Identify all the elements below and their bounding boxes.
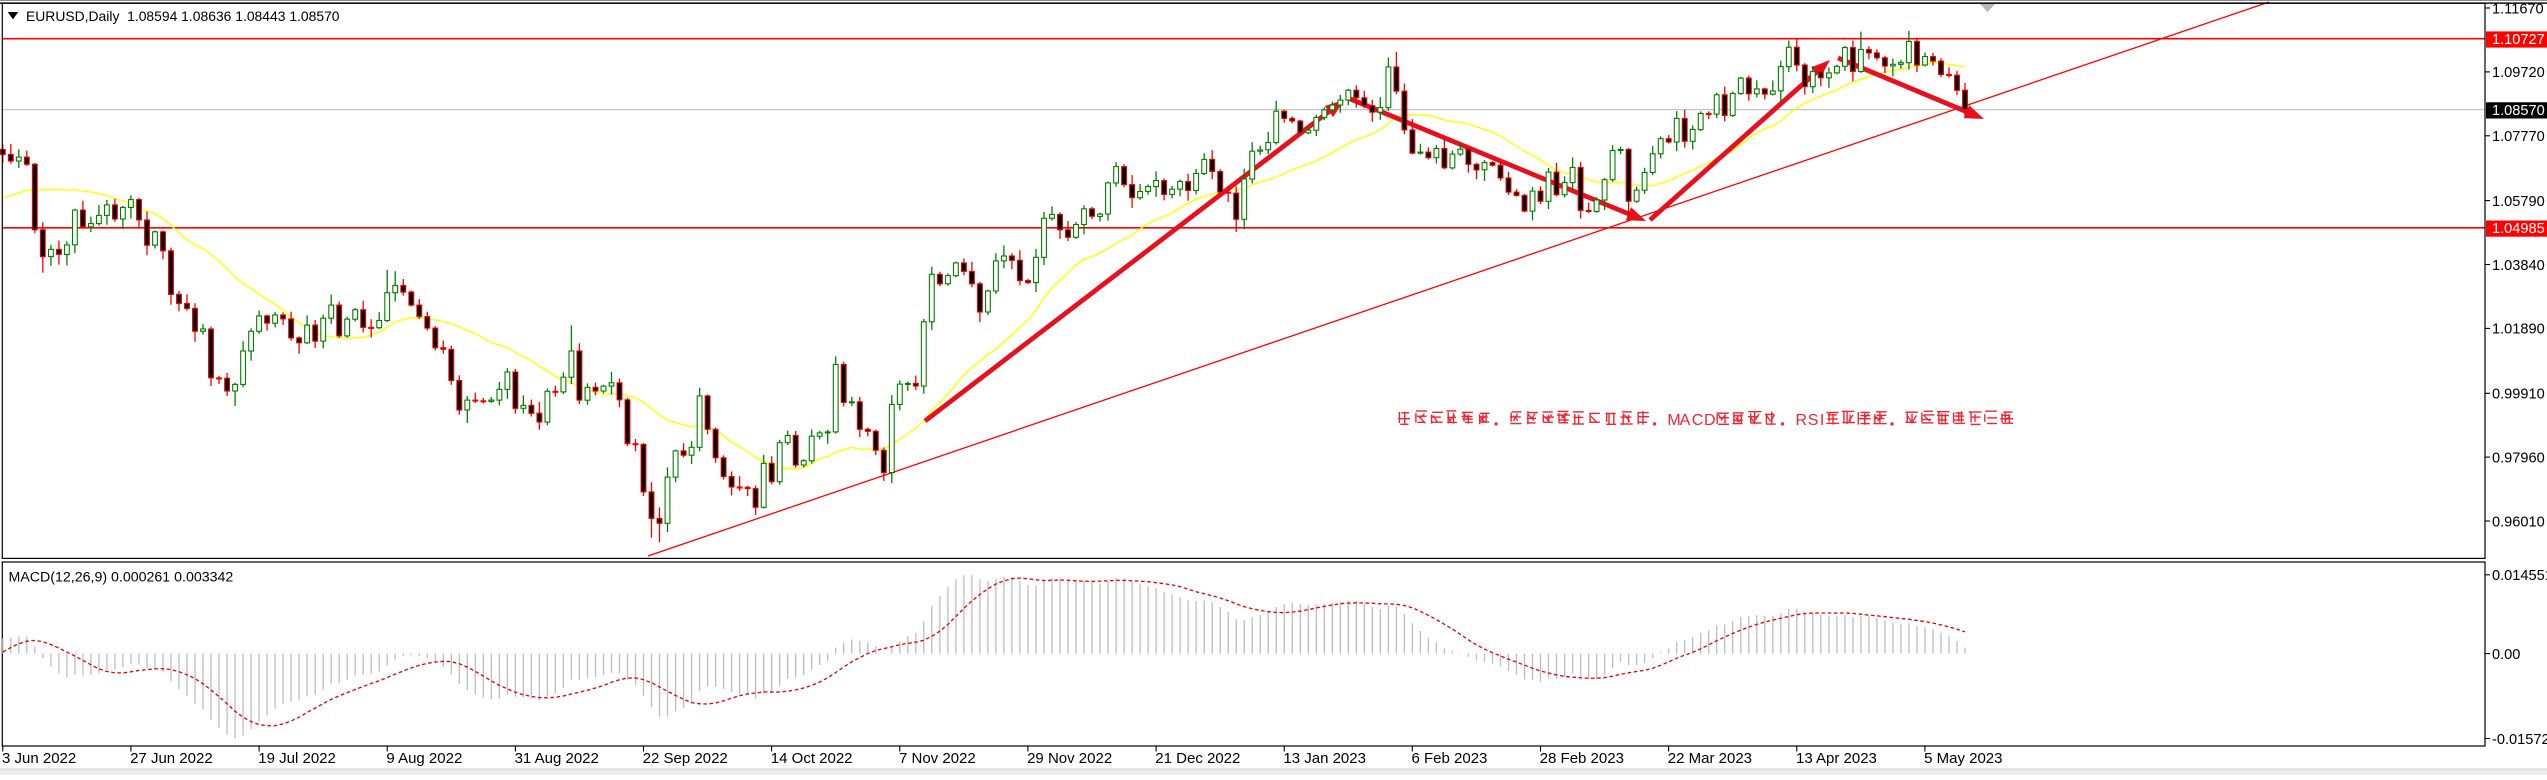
svg-text:21 Dec 2022: 21 Dec 2022 (1155, 750, 1240, 767)
svg-text:1.10727: 1.10727 (2492, 32, 2545, 48)
svg-text:19 Jul 2022: 19 Jul 2022 (258, 750, 336, 767)
svg-text:1.01890: 1.01890 (2492, 322, 2545, 338)
svg-text:S: S (1808, 412, 1819, 429)
svg-text:13 Jan 2023: 13 Jan 2023 (1283, 750, 1366, 767)
svg-text:31 Aug 2022: 31 Aug 2022 (515, 750, 599, 767)
svg-text:14 Oct 2022: 14 Oct 2022 (771, 750, 853, 767)
svg-text:6 Feb 2023: 6 Feb 2023 (1412, 750, 1488, 767)
svg-text:0.96010: 0.96010 (2492, 514, 2545, 530)
svg-text:13 Apr 2023: 13 Apr 2023 (1796, 750, 1877, 767)
svg-text:0.97960: 0.97960 (2492, 450, 2545, 466)
svg-text:M: M (1667, 412, 1680, 429)
svg-text:I: I (1820, 412, 1824, 429)
svg-text:C: C (1692, 412, 1704, 429)
svg-text:1.11670: 1.11670 (2492, 1, 2544, 17)
svg-text:0.99910: 0.99910 (2492, 387, 2545, 403)
svg-text:0.00: 0.00 (2492, 647, 2520, 663)
svg-text:27 Jun 2022: 27 Jun 2022 (130, 750, 213, 767)
svg-text:-0.015721: -0.015721 (2492, 732, 2547, 748)
svg-text:29 Nov 2022: 29 Nov 2022 (1027, 750, 1112, 767)
svg-text:A: A (1680, 412, 1691, 429)
svg-text:MACD(12,26,9) 0.000261 0.00334: MACD(12,26,9) 0.000261 0.003342 (9, 570, 234, 586)
svg-text:D: D (1704, 412, 1716, 429)
svg-text:7 Nov 2022: 7 Nov 2022 (899, 750, 976, 767)
svg-text:0.014551: 0.014551 (2492, 568, 2547, 584)
svg-text:1.03840: 1.03840 (2492, 258, 2545, 274)
svg-text:9 Aug 2022: 9 Aug 2022 (386, 750, 462, 767)
svg-text:3 Jun 2022: 3 Jun 2022 (2, 750, 76, 767)
svg-text:22 Sep 2022: 22 Sep 2022 (643, 750, 728, 767)
svg-text:1.05790: 1.05790 (2492, 194, 2545, 210)
svg-text:22 Mar 2023: 22 Mar 2023 (1668, 750, 1752, 767)
svg-text:1.04985: 1.04985 (2492, 221, 2545, 237)
svg-text:1.08570: 1.08570 (2492, 103, 2545, 119)
svg-text:EURUSD,Daily 1.08594 1.08636: EURUSD,Daily 1.08594 1.08636 1.08443 1.0… (26, 8, 340, 24)
svg-text:1.07770: 1.07770 (2492, 129, 2545, 145)
svg-text:R: R (1796, 412, 1808, 429)
svg-text:1.09720: 1.09720 (2492, 65, 2545, 81)
svg-text:5 May 2023: 5 May 2023 (1924, 750, 2002, 767)
svg-text:28 Feb 2023: 28 Feb 2023 (1540, 750, 1624, 767)
